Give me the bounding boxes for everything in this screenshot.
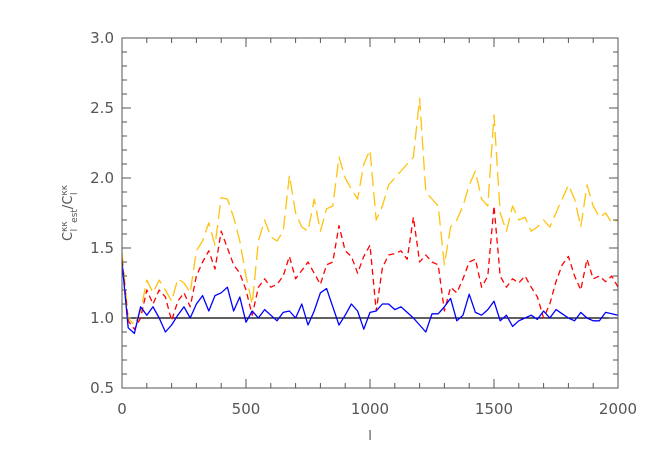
x-axis-label: l bbox=[368, 429, 372, 444]
x-tick-label: 1500 bbox=[475, 400, 513, 418]
series-line-2 bbox=[121, 205, 619, 330]
y-tick-label: 1.0 bbox=[90, 309, 114, 327]
series-line-1 bbox=[121, 97, 619, 326]
y-tick-label: 0.5 bbox=[90, 379, 114, 397]
x-tick-label: 0 bbox=[117, 400, 127, 418]
x-tick-label: 2000 bbox=[599, 400, 637, 418]
y-label-divider: / bbox=[61, 204, 76, 209]
y-label-sub2: est bbox=[70, 209, 80, 223]
y-tick-label: 2.0 bbox=[90, 169, 114, 187]
y-label-sub-1: l bbox=[70, 229, 80, 232]
series-line-3 bbox=[121, 261, 619, 335]
y-tick-label: 1.5 bbox=[90, 239, 114, 257]
y-label-base-2: C bbox=[61, 196, 76, 205]
y-label-sub-2: l bbox=[70, 192, 80, 195]
y-label-sup-1: κκ bbox=[60, 221, 70, 232]
y-tick-label: 2.5 bbox=[90, 99, 114, 117]
x-tick-label: 1000 bbox=[351, 400, 389, 418]
y-label-base-1: C bbox=[61, 232, 76, 241]
y-tick-label: 3.0 bbox=[90, 29, 114, 47]
y-axis-label: Cκκlest/Cκκl bbox=[60, 184, 80, 241]
plot-area bbox=[122, 38, 618, 388]
x-tick-label: 500 bbox=[232, 400, 261, 418]
y-label-sup-2: κκ bbox=[60, 184, 70, 195]
